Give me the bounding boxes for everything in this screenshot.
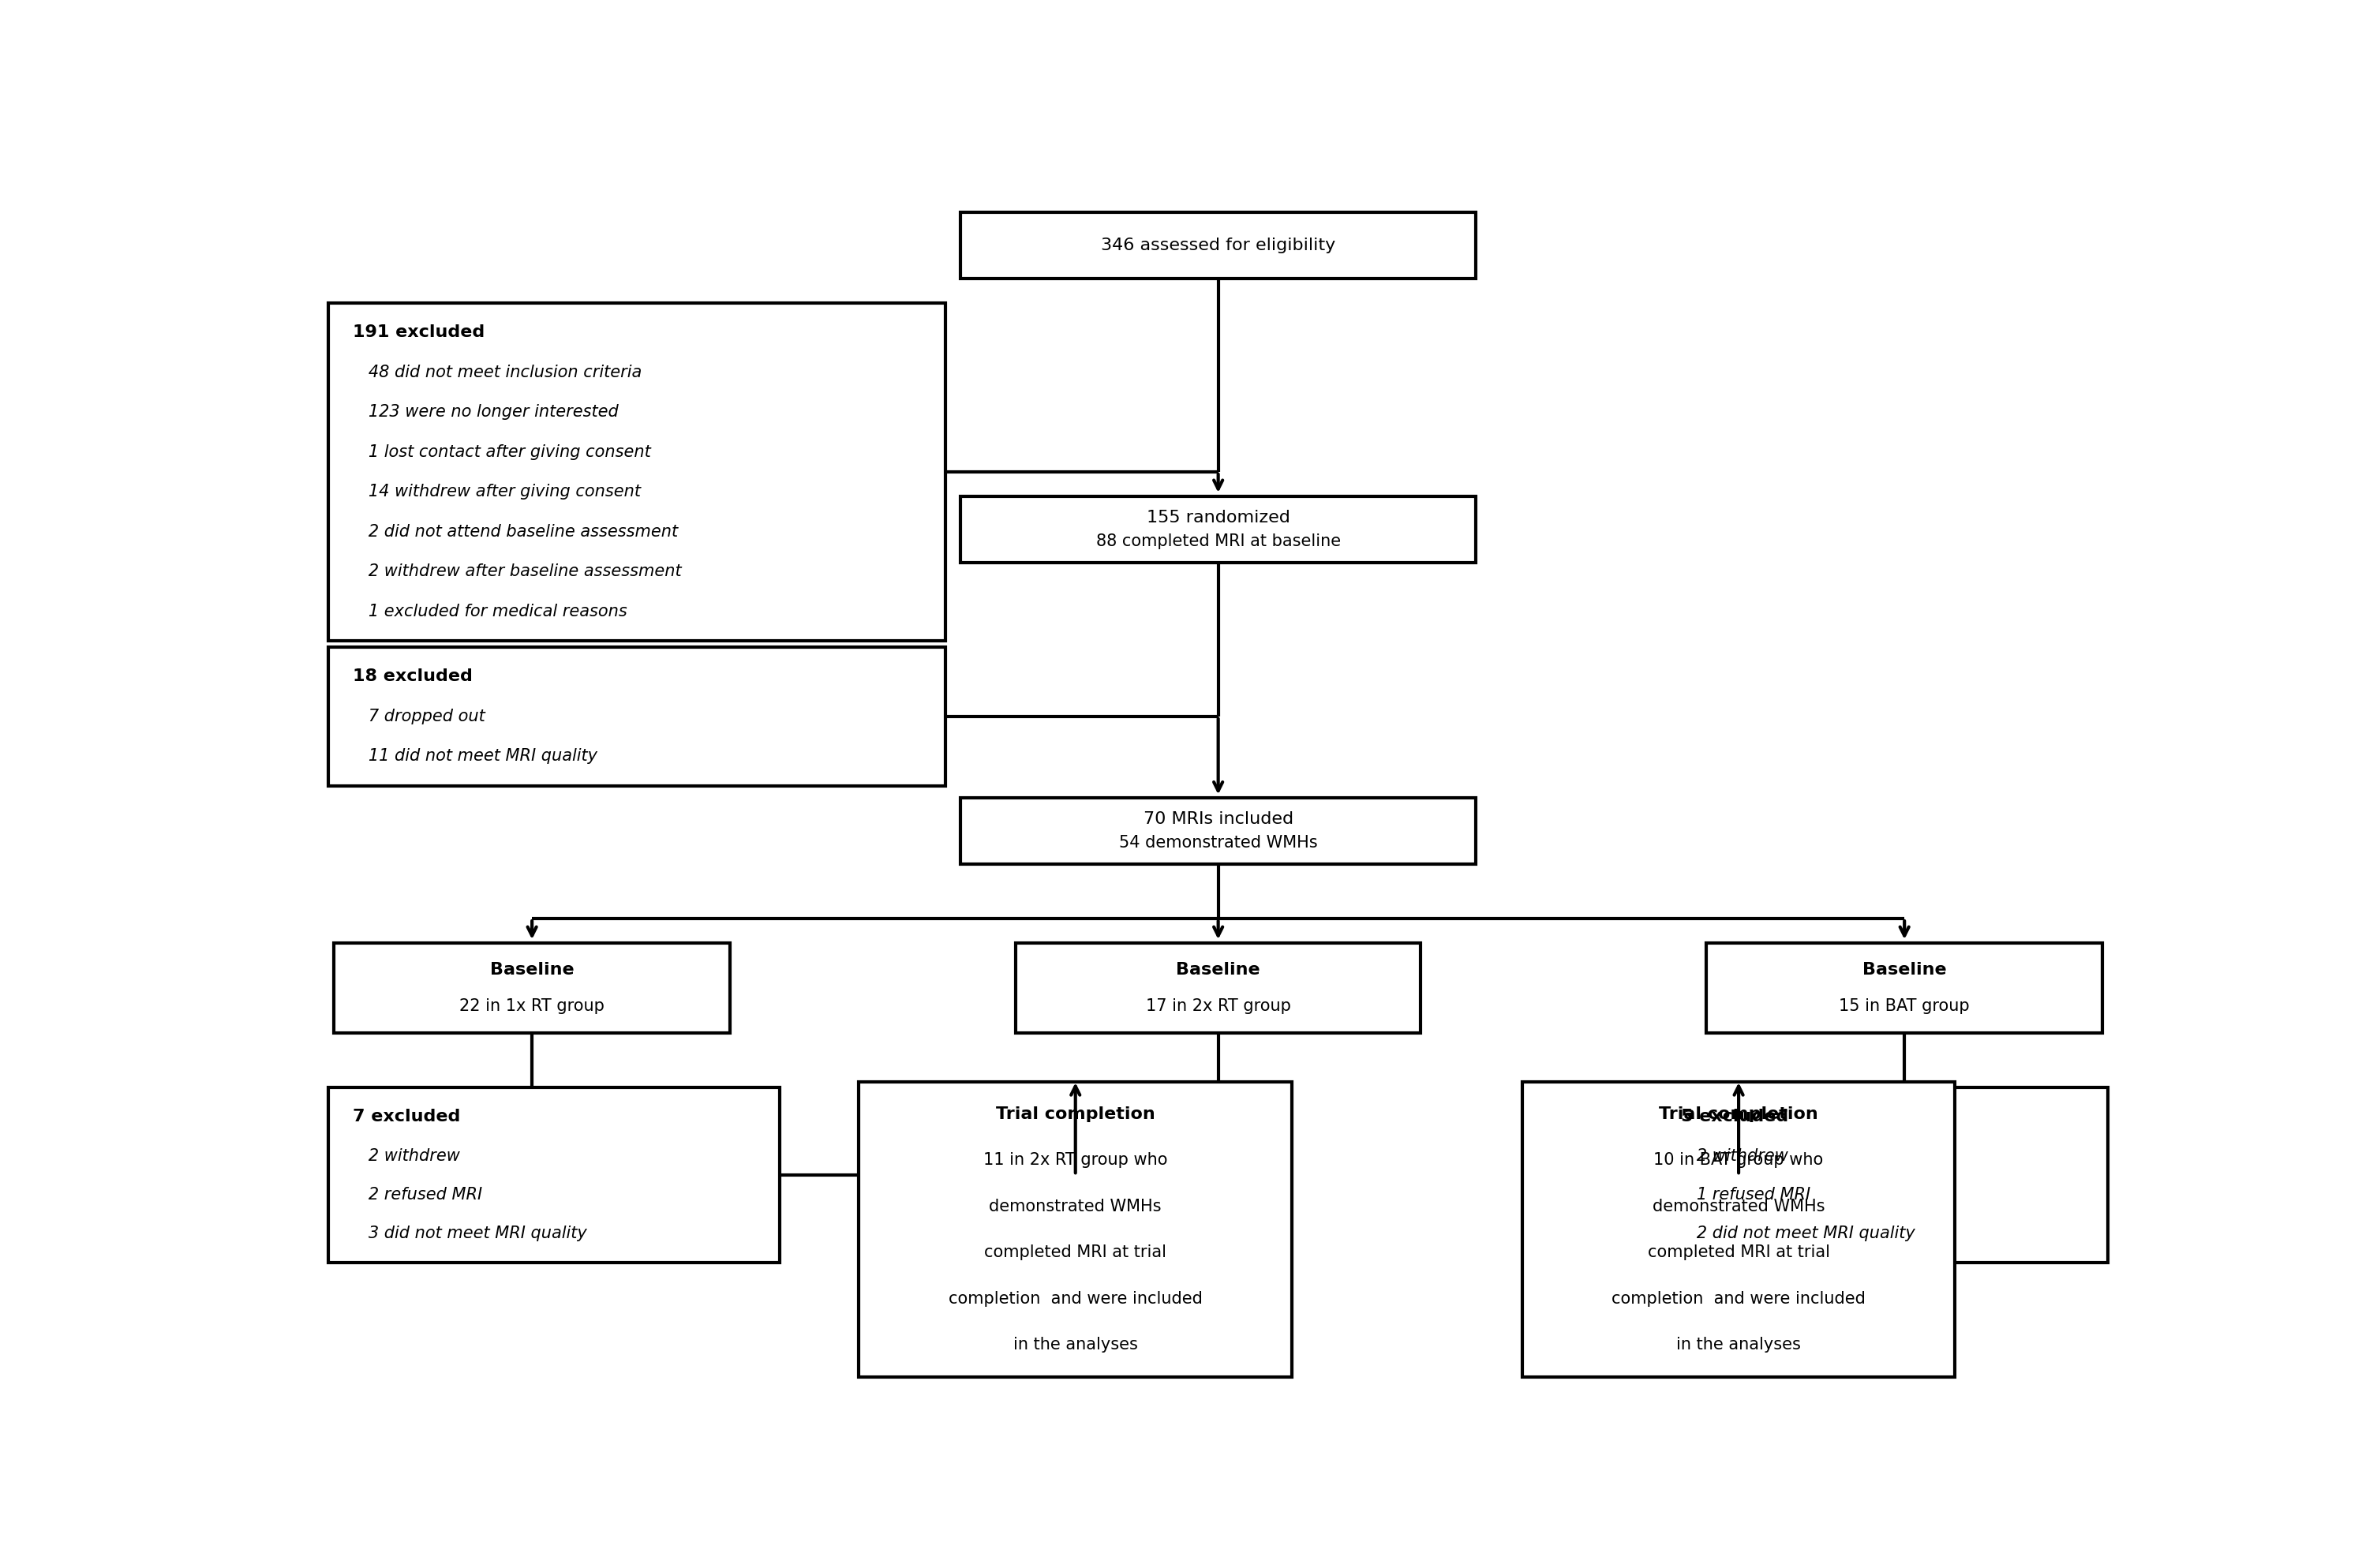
FancyBboxPatch shape [328,303,946,641]
Text: 7 dropped out: 7 dropped out [352,709,485,724]
Text: completed MRI at trial: completed MRI at trial [984,1245,1167,1261]
FancyBboxPatch shape [858,1082,1293,1377]
Text: 5 excluded: 5 excluded [1681,1109,1788,1124]
Text: 2 did not meet MRI quality: 2 did not meet MRI quality [1681,1226,1916,1242]
Text: 11 did not meet MRI quality: 11 did not meet MRI quality [352,748,597,764]
Text: 1 excluded for medical reasons: 1 excluded for medical reasons [352,604,628,619]
Text: 7 excluded: 7 excluded [352,1109,461,1124]
FancyBboxPatch shape [960,212,1476,279]
Text: demonstrated WMHs: demonstrated WMHs [1652,1198,1826,1214]
Text: completion  and were included: completion and were included [1612,1290,1866,1306]
Text: 2 did not attend baseline assessment: 2 did not attend baseline assessment [352,524,677,539]
Text: 11 in 2x RT group who: 11 in 2x RT group who [984,1152,1167,1168]
Text: Baseline: Baseline [1177,963,1260,978]
Text: 17 in 2x RT group: 17 in 2x RT group [1146,997,1291,1014]
Text: demonstrated WMHs: demonstrated WMHs [989,1198,1162,1214]
Text: 2 withdrew: 2 withdrew [1681,1148,1788,1163]
Text: 54 demonstrated WMHs: 54 demonstrated WMHs [1120,834,1317,851]
Text: Trial completion: Trial completion [996,1107,1155,1123]
Text: 88 completed MRI at baseline: 88 completed MRI at baseline [1096,533,1341,549]
Text: in the analyses: in the analyses [1013,1338,1139,1353]
FancyBboxPatch shape [328,1088,780,1262]
Text: Baseline: Baseline [1861,963,1947,978]
Text: Baseline: Baseline [490,963,575,978]
Text: 15 in BAT group: 15 in BAT group [1840,997,1971,1014]
Text: 1 refused MRI: 1 refused MRI [1681,1187,1811,1203]
FancyBboxPatch shape [1657,1088,2108,1262]
Text: 14 withdrew after giving consent: 14 withdrew after giving consent [352,485,639,500]
Text: 191 excluded: 191 excluded [352,325,485,340]
Text: completed MRI at trial: completed MRI at trial [1647,1245,1830,1261]
Text: 18 excluded: 18 excluded [352,668,473,684]
Text: 70 MRIs included: 70 MRIs included [1143,811,1293,828]
Text: 22 in 1x RT group: 22 in 1x RT group [459,997,604,1014]
FancyBboxPatch shape [1521,1082,1954,1377]
Text: Trial completion: Trial completion [1659,1107,1818,1123]
Text: 48 did not meet inclusion criteria: 48 did not meet inclusion criteria [352,364,642,379]
FancyBboxPatch shape [333,942,730,1033]
Text: 3 did not meet MRI quality: 3 did not meet MRI quality [352,1226,587,1242]
Text: 346 assessed for eligibility: 346 assessed for eligibility [1101,238,1336,254]
Text: 2 withdrew: 2 withdrew [352,1148,459,1163]
FancyBboxPatch shape [1707,942,2101,1033]
Text: completion  and were included: completion and were included [948,1290,1203,1306]
Text: 123 were no longer interested: 123 were no longer interested [352,405,618,420]
Text: in the analyses: in the analyses [1676,1338,1802,1353]
Text: 1 lost contact after giving consent: 1 lost contact after giving consent [352,444,651,459]
FancyBboxPatch shape [328,648,946,786]
FancyBboxPatch shape [960,798,1476,864]
FancyBboxPatch shape [1015,942,1421,1033]
FancyBboxPatch shape [960,495,1476,563]
Text: 10 in BAT group who: 10 in BAT group who [1654,1152,1823,1168]
Text: 155 randomized: 155 randomized [1146,510,1291,525]
Text: 2 withdrew after baseline assessment: 2 withdrew after baseline assessment [352,563,682,580]
Text: 2 refused MRI: 2 refused MRI [352,1187,483,1203]
